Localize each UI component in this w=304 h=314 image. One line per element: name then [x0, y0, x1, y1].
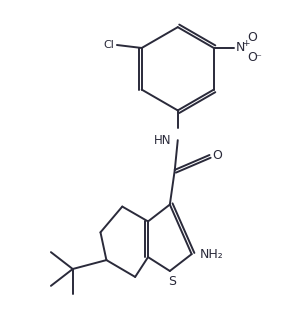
Text: ⁻: ⁻ [255, 53, 261, 63]
Text: S: S [168, 275, 176, 288]
Text: O: O [247, 30, 257, 44]
Text: N: N [236, 41, 245, 54]
Text: O: O [247, 51, 257, 64]
Text: HN: HN [154, 134, 172, 147]
Text: +: + [243, 39, 250, 47]
Text: NH₂: NH₂ [199, 248, 223, 261]
Text: Cl: Cl [103, 40, 114, 50]
Text: O: O [212, 149, 222, 161]
